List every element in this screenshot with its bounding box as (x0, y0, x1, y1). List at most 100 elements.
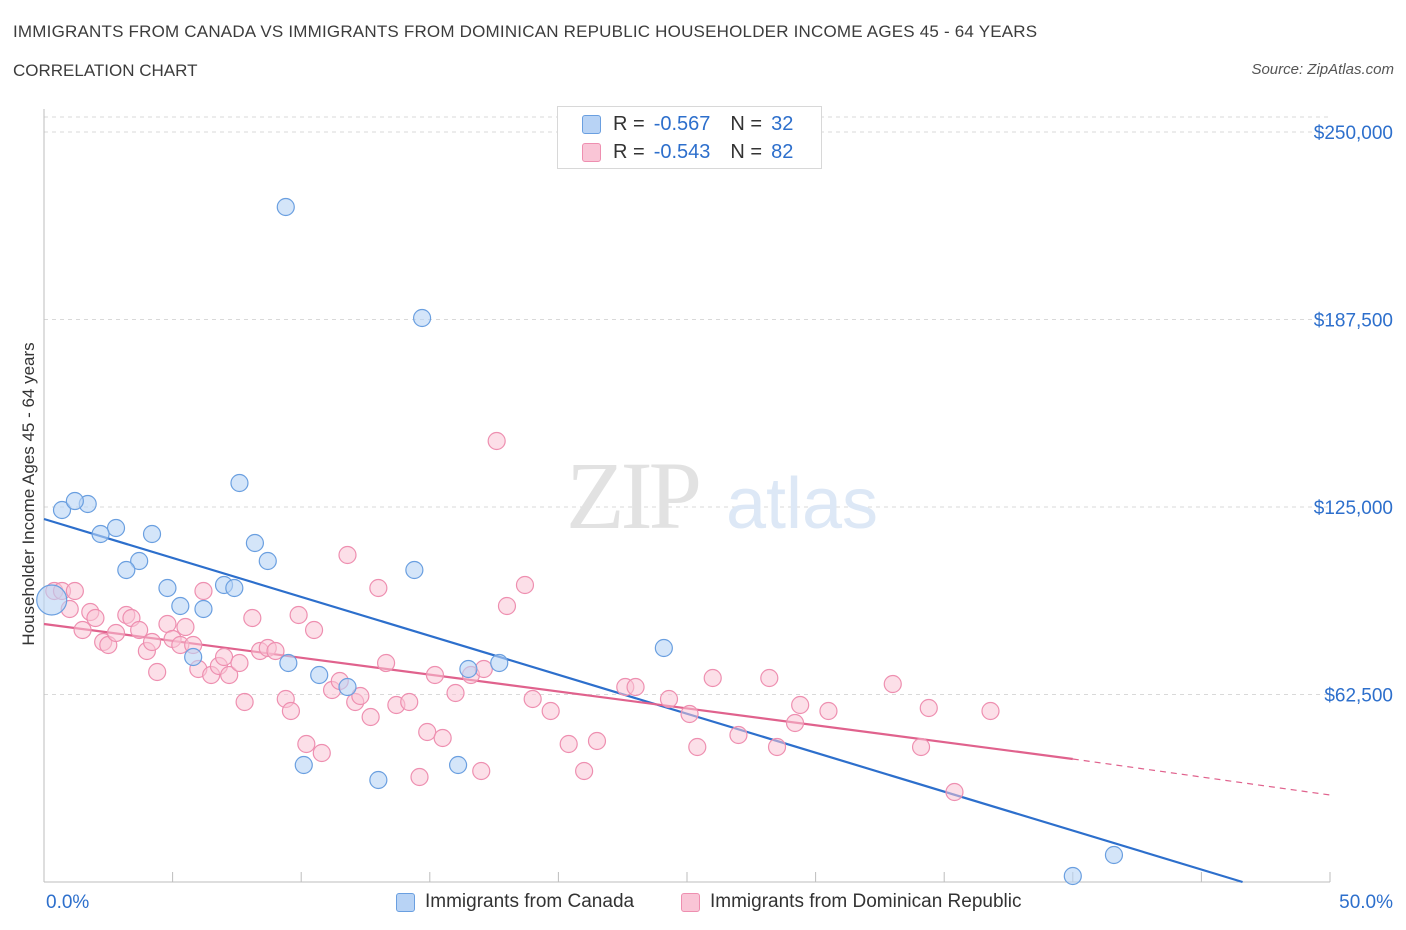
data-point-canada (230, 473, 249, 493)
data-point-dominican-republic (312, 743, 331, 763)
data-point-canada (654, 638, 673, 658)
data-point-canada (405, 560, 424, 580)
data-point-dominican-republic (289, 605, 308, 625)
data-point-dominican-republic (446, 683, 465, 703)
data-point-canada (369, 770, 388, 790)
data-point-dominican-republic (575, 761, 594, 781)
y-axis-label: Householder Income Ages 45 - 64 years (19, 342, 38, 645)
bottom-legend-label-dominican-republic: Immigrants from Dominican Republic (710, 891, 1022, 912)
data-point-dominican-republic (400, 692, 419, 712)
source-label: Source: ZipAtlas.com (1251, 61, 1394, 78)
data-point-canada (294, 755, 313, 775)
data-point-canada (142, 524, 162, 544)
data-point-canada (117, 560, 136, 580)
legend-r-label: R = (613, 112, 645, 135)
bottom-legend-dominican-republic: Immigrants from Dominican Republic (681, 888, 1022, 916)
legend-n-label: N = (730, 140, 763, 163)
data-point-dominican-republic (945, 782, 964, 802)
legend-row-canada: R = -0.567 N = 32 (582, 111, 793, 137)
data-point-dominican-republic (86, 608, 105, 628)
data-point-dominican-republic (281, 701, 301, 721)
data-point-dominican-republic (433, 728, 452, 748)
grid-lines (44, 116, 1330, 695)
data-point-canada (448, 755, 468, 775)
y-tick-label: $62,500 (1324, 686, 1393, 707)
data-point-canada (276, 197, 295, 217)
data-point-canada (459, 659, 478, 679)
data-point-dominican-republic (541, 701, 560, 721)
data-point-dominican-republic (703, 668, 722, 688)
data-point-dominican-republic (474, 659, 493, 679)
trend-line-dominican-republic (43, 622, 1073, 761)
data-point-dominican-republic (65, 581, 84, 601)
data-point-dominican-republic (919, 698, 938, 718)
data-point-dominican-republic (791, 695, 810, 715)
data-point-dominican-republic (230, 653, 249, 673)
data-point-canada (245, 533, 265, 553)
data-point-dominican-republic (587, 731, 607, 751)
data-point-dominican-republic (515, 575, 535, 595)
data-point-dominican-republic (220, 665, 239, 685)
data-point-dominican-republic (760, 668, 779, 688)
trend-lines (43, 517, 1331, 884)
data-point-canada (1104, 845, 1124, 865)
data-point-dominican-republic (785, 713, 805, 733)
watermark-zip: ZIP (566, 442, 699, 549)
data-point-dominican-republic (361, 707, 380, 727)
data-point-dominican-republic (266, 641, 285, 661)
data-point-dominican-republic (559, 734, 578, 754)
data-point-dominican-republic (767, 737, 787, 757)
data-point-dominican-republic (472, 761, 491, 781)
data-point-dominican-republic (194, 581, 213, 601)
data-point-dominican-republic (819, 701, 838, 721)
chart-title: IMMIGRANTS FROM CANADA VS IMMIGRANTS FRO… (13, 22, 1038, 41)
data-point-dominican-republic (338, 545, 357, 565)
data-point-canada (171, 596, 190, 616)
chart-subtitle: CORRELATION CHART (13, 61, 198, 80)
legend-r-label: R = (613, 140, 645, 163)
data-point-canada (258, 551, 277, 571)
data-point-canada (225, 578, 244, 598)
data-point-dominican-republic (130, 620, 149, 640)
data-point-canada (36, 584, 68, 616)
data-point-dominican-republic (883, 674, 902, 694)
watermark-atlas: atlas (726, 464, 878, 544)
data-point-dominican-republic (142, 632, 162, 652)
data-point-canada (106, 518, 126, 538)
data-point-dominican-republic (487, 431, 506, 451)
data-point-dominican-republic (351, 686, 370, 706)
data-point-dominican-republic (981, 701, 1000, 721)
data-point-dominican-republic (418, 722, 437, 742)
data-point-dominican-republic (297, 734, 316, 754)
data-point-dominican-republic (497, 596, 517, 616)
data-point-dominican-republic (235, 692, 254, 712)
data-point-canada (130, 551, 149, 571)
data-point-dominican-republic (523, 689, 542, 709)
legend-n-value: 82 (771, 140, 794, 163)
series-dominican-republic (45, 431, 1000, 802)
data-point-dominican-republic (659, 689, 679, 709)
watermark: ZIP atlas (566, 442, 878, 549)
legend-swatch-dominican-republic (582, 142, 601, 162)
data-point-dominican-republic (243, 608, 262, 628)
data-point-dominican-republic (176, 617, 195, 637)
data-point-dominican-republic (304, 620, 324, 640)
y-tick-label: $187,500 (1314, 311, 1393, 332)
y-tick-label: $250,000 (1314, 123, 1393, 144)
data-point-dominican-republic (410, 767, 429, 787)
bottom-legend-label-canada: Immigrants from Canada (425, 891, 635, 912)
bottom-legend-swatch-dominican-republic (681, 892, 700, 912)
trend-line-dominican-republic-extension (1072, 758, 1331, 796)
x-tick-label-min: 0.0% (46, 892, 89, 913)
data-point-canada (158, 578, 177, 598)
data-point-canada (1063, 866, 1082, 886)
data-point-dominican-republic (106, 623, 126, 643)
y-tick-label: $125,000 (1314, 498, 1393, 519)
bottom-legend-canada: Immigrants from Canada (396, 888, 634, 916)
data-point-canada (52, 500, 72, 520)
bottom-legend-swatch-canada (396, 892, 415, 912)
data-point-canada (65, 491, 84, 511)
x-tick-label-max: 50.0% (1339, 892, 1393, 913)
legend-n-value: 32 (771, 112, 794, 135)
data-point-dominican-republic (376, 653, 396, 673)
